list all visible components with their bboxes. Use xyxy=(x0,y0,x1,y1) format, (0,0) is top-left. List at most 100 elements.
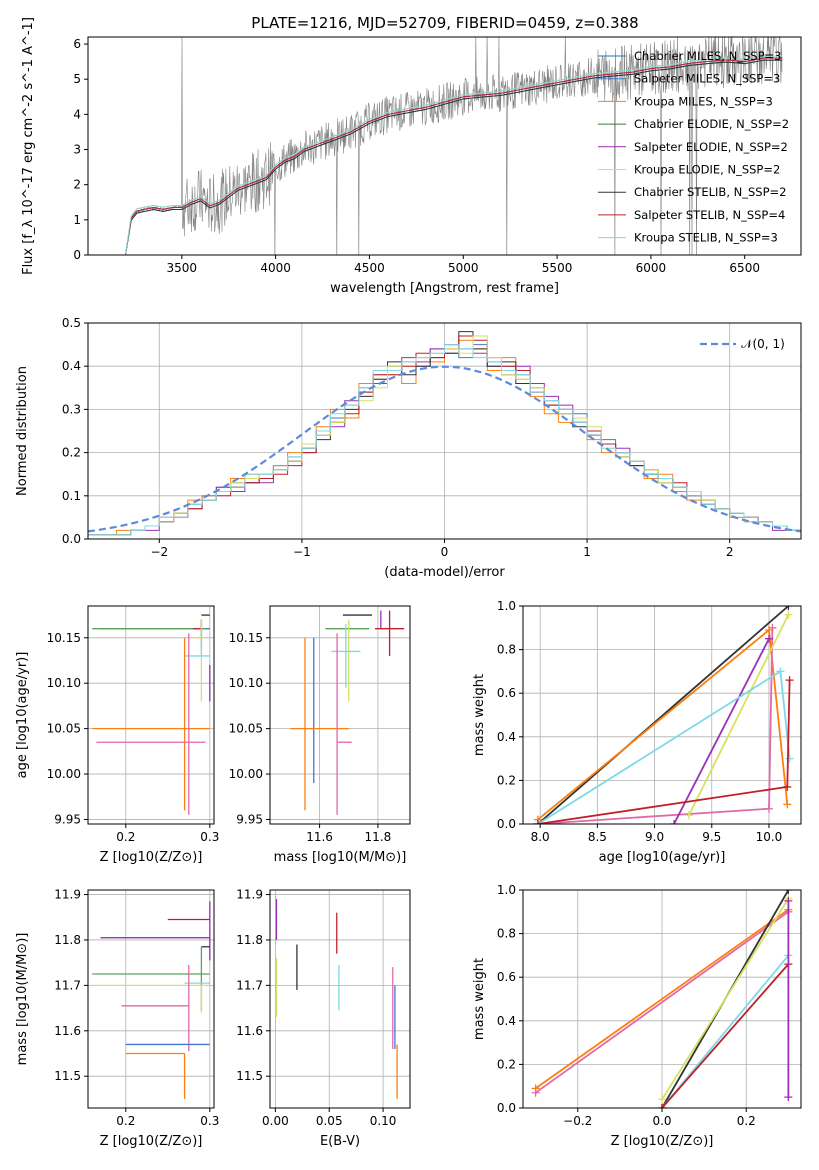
x-axis-label: (data-model)/error xyxy=(384,565,505,580)
y-tick-label: 0.8 xyxy=(497,927,516,941)
x-tick-label: 9.0 xyxy=(645,830,664,844)
plot-area-massweight-vs-age xyxy=(533,606,794,824)
weight-line-0 xyxy=(535,908,789,1090)
legend-spectrum: Chabrier MILES, N_SSP=3 Salpeter MILES, N… xyxy=(598,49,789,245)
y-tick-label: 0.4 xyxy=(497,730,516,744)
plot-area-mass-vs-Z xyxy=(92,901,211,1099)
x-tick-label: 5500 xyxy=(542,261,573,275)
y-tick-label: 0.0 xyxy=(62,532,81,546)
panel-massweight-vs-age: 8.0 8.5 9.0 9.5 10.0 0.0 0.2 0.4 0.6 0.8 1.0 age [l… xyxy=(472,599,802,865)
y-tick-label: 0.5 xyxy=(62,316,81,330)
y-tick-label: 10.05 xyxy=(229,722,263,736)
model-line-8 xyxy=(125,55,783,255)
x-axis-label: E(B-V) xyxy=(320,1134,360,1149)
normal-curve xyxy=(88,365,801,533)
model-line-6 xyxy=(125,59,783,255)
y-tick-label: 0.2 xyxy=(62,446,81,460)
x-axis-label: wavelength [Angstrom, rest frame] xyxy=(330,281,559,296)
axes-frame xyxy=(87,605,215,825)
x-axis-label: mass [log10(M/M⊙)] xyxy=(274,850,407,865)
x-tick-label: 6500 xyxy=(729,261,760,275)
y-tick-label: 11.7 xyxy=(54,978,81,992)
model-line-2 xyxy=(125,55,783,255)
x-tick-label: 0.3 xyxy=(200,1114,219,1128)
y-axis-label: mass weight xyxy=(472,674,487,756)
y-tick-label: 1 xyxy=(73,213,81,227)
model-line-7 xyxy=(125,57,783,255)
weight-marker-2 xyxy=(784,890,793,894)
y-tick-label: 0.2 xyxy=(497,773,516,787)
y-tick-label: 0.1 xyxy=(62,489,81,503)
y-tick-label: 11.5 xyxy=(54,1069,81,1083)
legend-label-3: Chabrier ELODIE, N_SSP=2 xyxy=(634,117,789,131)
weight-marker-6 xyxy=(784,1093,793,1102)
y-axis-label: Normed distribution xyxy=(15,366,30,496)
weight-line-4 xyxy=(661,954,790,1108)
weight-marker-5 xyxy=(776,667,785,676)
y-axis-label: Flux [f_λ 10^-17 erg cm^-2 s^-1 A^-1] xyxy=(21,17,36,275)
x-tick-label: −0.2 xyxy=(563,1114,592,1128)
weight-marker-6 xyxy=(784,896,793,905)
weight-line-6 xyxy=(537,680,791,824)
weight-marker-5 xyxy=(785,754,794,763)
weight-marker-3 xyxy=(764,634,773,643)
x-tick-label: 0.2 xyxy=(116,1114,135,1128)
y-tick-label: 0.2 xyxy=(497,1057,516,1071)
weight-line-5 xyxy=(661,963,790,1108)
y-tick-label: 10.10 xyxy=(229,676,263,690)
x-tick-label: 10.0 xyxy=(756,830,783,844)
x-axis-label: Z [log10(Z/Z⊙)] xyxy=(100,850,203,865)
x-tick-label: 0.10 xyxy=(370,1114,397,1128)
plot-area-age-vs-mass xyxy=(290,610,405,815)
histogram-6 xyxy=(88,344,801,536)
legend-label-1: Salpeter MILES, N_SSP=3 xyxy=(634,72,780,86)
x-tick-label: 4000 xyxy=(260,261,291,275)
weight-marker-6 xyxy=(785,676,794,685)
x-tick-label: 6000 xyxy=(636,261,667,275)
panel-mass-vs-EBV: 0.00 0.05 0.10 11.5 11.6 11.7 11.8 11.9 E(B-V) xyxy=(236,888,411,1149)
x-tick-label: 0 xyxy=(441,545,449,559)
y-tick-label: 0.0 xyxy=(497,1101,516,1115)
y-tick-label: 0.8 xyxy=(497,643,516,657)
x-axis-label: Z [log10(Z/Z⊙)] xyxy=(611,1134,714,1149)
y-tick-label: 11.9 xyxy=(54,888,81,902)
weight-line-4 xyxy=(688,614,790,816)
y-tick-label: 1.0 xyxy=(497,599,516,613)
observed-spectrum xyxy=(127,37,783,255)
x-tick-label: 11.8 xyxy=(365,830,392,844)
weight-marker-0 xyxy=(784,606,793,610)
y-tick-label: 10.00 xyxy=(229,767,263,781)
legend-label-7: Salpeter STELIB, N_SSP=4 xyxy=(634,208,785,222)
weight-marker-6 xyxy=(783,782,792,791)
weight-marker-2 xyxy=(768,623,777,632)
plot-area-massweight-vs-Z xyxy=(531,890,793,1108)
y-tick-label: 2 xyxy=(73,178,81,192)
y-tick-label: 10.15 xyxy=(47,631,81,645)
y-tick-label: 10.00 xyxy=(47,767,81,781)
panel-mass-vs-Z: 0.2 0.3 11.5 11.6 11.7 11.8 11.9 Z [log10(Z/Z⊙)… xyxy=(15,888,219,1149)
y-tick-label: 11.7 xyxy=(236,978,263,992)
weight-marker-3 xyxy=(670,820,679,824)
legend-label-2: Kroupa MILES, N_SSP=3 xyxy=(634,94,773,108)
weight-marker-2 xyxy=(764,804,773,813)
y-tick-label: 11.8 xyxy=(54,933,81,947)
y-tick-label: 0.6 xyxy=(497,686,516,700)
y-tick-label: 10.10 xyxy=(47,676,81,690)
weight-line-5 xyxy=(537,669,791,824)
x-tick-label: 8.5 xyxy=(588,830,607,844)
axes-frame xyxy=(522,605,802,825)
y-tick-label: 1.0 xyxy=(497,883,516,897)
legend-label-normal: 𝒩(0, 1) xyxy=(741,337,785,351)
plot-area-spectrum xyxy=(125,37,783,255)
plot-area-mass-vs-EBV xyxy=(275,899,398,1099)
legend-label-4: Salpeter ELODIE, N_SSP=2 xyxy=(634,140,788,154)
y-tick-label: 0.4 xyxy=(62,359,81,373)
y-tick-label: 4 xyxy=(73,107,81,121)
y-tick-label: 5 xyxy=(73,72,81,86)
weight-line-0 xyxy=(537,606,789,824)
axes-frame xyxy=(87,889,215,1109)
panel-massweight-vs-Z: −0.2 0.0 0.2 0.0 0.2 0.4 0.6 0.8 1.0 Z [log10(Z/Z… xyxy=(472,883,802,1149)
y-axis-label: mass [log10(M/M⊙)] xyxy=(15,933,30,1066)
panel-spectrum: 3500 4000 4500 5000 5500 6000 6500 0 1 2 3 4 5 6 wavel… xyxy=(21,17,802,296)
